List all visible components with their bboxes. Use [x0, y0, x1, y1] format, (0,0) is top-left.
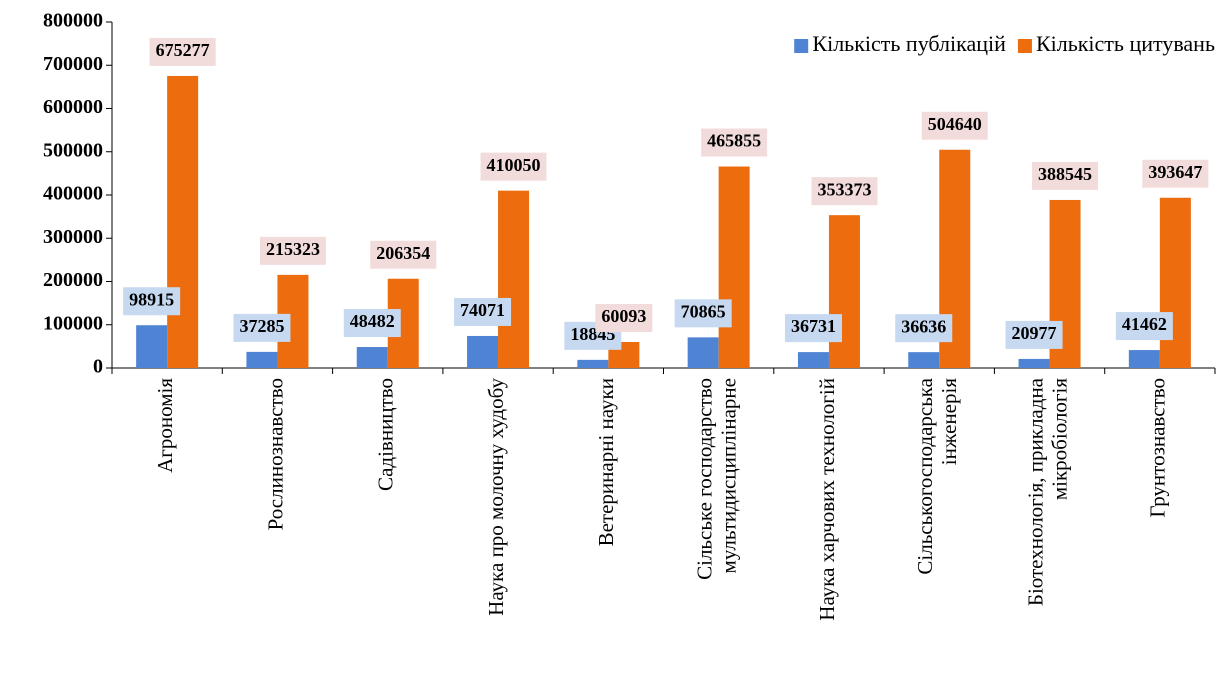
- value-label: 388545: [1038, 164, 1092, 184]
- value-label: 41462: [1122, 314, 1167, 334]
- value-label: 70865: [681, 301, 726, 321]
- value-label: 504640: [928, 114, 982, 134]
- x-tick-label: Наука про молочну худобу: [484, 378, 508, 616]
- y-tick-label: 100000: [43, 312, 103, 334]
- y-tick-label: 700000: [43, 53, 103, 75]
- bar: [356, 347, 388, 368]
- value-label-box: [921, 111, 988, 140]
- legend-label: Кількість цитувань: [1036, 31, 1215, 56]
- value-label-box: [123, 287, 181, 316]
- value-label: 48482: [350, 311, 395, 331]
- value-label-box: [480, 152, 547, 181]
- x-tick-label: Сільськогосподарська: [913, 377, 937, 574]
- legend-swatch: [1017, 39, 1032, 53]
- bar: [136, 325, 168, 368]
- value-label-box: [233, 313, 291, 342]
- x-tick-label: мультидисциплінарне: [716, 378, 740, 573]
- bar: [577, 359, 609, 368]
- y-tick-label: 200000: [43, 269, 103, 291]
- x-tick-label: мікробіологія: [1047, 378, 1071, 500]
- y-tick-label: 300000: [43, 226, 103, 248]
- x-tick-label: Садівництво: [374, 378, 398, 491]
- x-tick-label: Грунтознавство: [1146, 378, 1170, 518]
- bar: [797, 352, 829, 368]
- value-label-box: [370, 240, 437, 269]
- value-label-box: [149, 37, 216, 66]
- x-tick-label: Біотехнологія, прикладна: [1023, 377, 1047, 606]
- value-label-box: [701, 128, 768, 157]
- value-label: 215323: [266, 239, 320, 259]
- y-tick-label: 400000: [43, 183, 103, 205]
- value-label: 60093: [601, 306, 646, 326]
- value-label-box: [811, 177, 878, 206]
- value-label-box: [1142, 159, 1209, 188]
- x-tick-label: Агрономія: [153, 378, 177, 473]
- value-label: 465855: [707, 131, 761, 151]
- value-label: 675277: [156, 40, 210, 60]
- y-tick-label: 0: [93, 356, 103, 378]
- value-label: 74071: [460, 300, 505, 320]
- value-label: 36731: [791, 316, 836, 336]
- x-tick-label: Рослинознавство: [263, 378, 287, 530]
- bar: [167, 75, 199, 369]
- bar: [908, 352, 940, 368]
- legend-label: Кількість публікацій: [812, 31, 1006, 56]
- bar: [718, 166, 750, 368]
- x-tick-label: Сільське господарство: [692, 378, 716, 580]
- value-label: 36636: [901, 316, 946, 336]
- value-label-box: [595, 304, 653, 333]
- bar: [246, 351, 278, 368]
- value-label: 410050: [487, 155, 541, 175]
- value-label-box: [454, 297, 512, 326]
- value-label: 393647: [1148, 162, 1202, 182]
- y-tick-label: 500000: [43, 139, 103, 161]
- bar: [1128, 350, 1160, 368]
- y-tick-label: 600000: [43, 96, 103, 118]
- value-label-box: [784, 314, 842, 343]
- value-label: 206354: [376, 243, 430, 263]
- value-label: 353373: [817, 179, 871, 199]
- value-label: 98915: [129, 289, 174, 309]
- x-tick-label: Ветеринарні науки: [594, 378, 618, 546]
- x-tick-label: Наука харчових технологій: [815, 378, 839, 621]
- value-label: 37285: [239, 316, 284, 336]
- bar: [687, 337, 719, 368]
- value-label-box: [895, 314, 953, 343]
- legend-swatch: [794, 39, 809, 53]
- value-label-box: [674, 299, 732, 328]
- value-label: 20977: [1012, 323, 1057, 343]
- bar: [1159, 197, 1191, 368]
- x-tick-label: інженерія: [937, 378, 961, 466]
- bar: [498, 190, 530, 368]
- value-label-box: [259, 236, 326, 265]
- bar: [828, 215, 860, 368]
- value-label-box: [1005, 320, 1063, 349]
- value-label-box: [1032, 161, 1099, 190]
- bar: [1018, 358, 1050, 368]
- value-label-box: [1115, 312, 1173, 341]
- y-tick-label: 800000: [43, 10, 103, 32]
- value-label-box: [343, 309, 401, 338]
- bar: [467, 335, 499, 368]
